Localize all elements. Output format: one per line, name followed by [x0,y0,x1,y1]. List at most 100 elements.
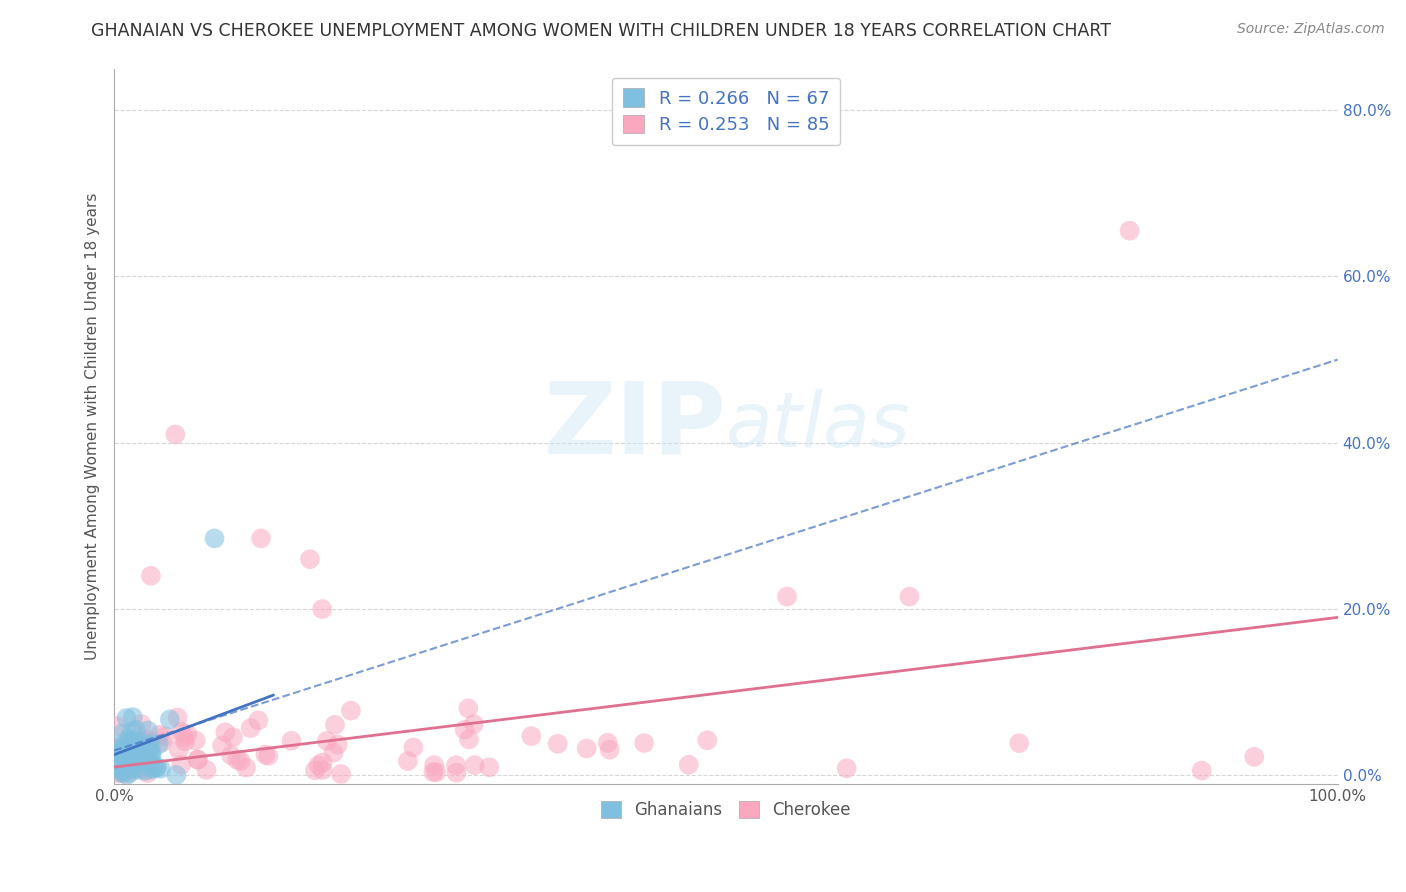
Point [298,552,321,566]
Point [204,532,226,546]
Point [165,768,187,782]
Point [127,753,149,767]
Point [122,742,145,756]
Point [457,701,479,715]
Text: atlas: atlas [725,389,911,463]
Point [463,717,485,731]
Point [118,747,141,761]
Point [257,748,280,763]
Point [173,731,195,745]
Point [118,764,141,778]
Point [136,747,159,762]
Point [170,757,193,772]
Point [111,726,134,740]
Point [678,757,700,772]
Point [136,732,159,747]
Point [478,760,501,774]
Point [118,736,141,750]
Point [308,758,330,772]
Point [125,747,148,761]
Point [135,734,157,748]
Point [118,766,141,780]
Point [633,736,655,750]
Point [254,747,277,762]
Point [134,764,156,778]
Point [211,739,233,753]
Text: GHANAIAN VS CHEROKEE UNEMPLOYMENT AMONG WOMEN WITH CHILDREN UNDER 18 YEARS CORRE: GHANAIAN VS CHEROKEE UNEMPLOYMENT AMONG … [91,22,1111,40]
Point [1191,764,1213,778]
Point [124,746,146,760]
Point [128,742,150,756]
Point [121,710,143,724]
Point [311,602,333,616]
Point [111,764,134,779]
Point [120,737,142,751]
Text: Source: ZipAtlas.com: Source: ZipAtlas.com [1237,22,1385,37]
Point [128,763,150,777]
Point [118,731,141,746]
Point [170,724,193,739]
Point [454,723,477,737]
Point [110,743,132,757]
Point [446,765,468,780]
Point [304,764,326,778]
Point [402,740,425,755]
Point [464,758,486,772]
Point [444,758,467,772]
Point [150,735,173,749]
Point [115,768,138,782]
Point [165,427,187,442]
Point [111,751,134,765]
Point [110,746,132,760]
Y-axis label: Unemployment Among Women with Children Under 18 years: Unemployment Among Women with Children U… [86,193,100,660]
Point [120,757,142,772]
Point [222,730,245,744]
Point [250,532,273,546]
Point [330,767,353,781]
Point [112,766,135,780]
Point [187,753,209,767]
Point [696,733,718,747]
Point [1008,736,1031,750]
Point [776,590,799,604]
Point [835,761,858,775]
Point [174,734,197,748]
Point [127,754,149,768]
Point [139,739,162,753]
Point [107,766,129,780]
Point [149,762,172,776]
Point [122,733,145,747]
Point [112,736,135,750]
Point [315,734,337,748]
Point [136,751,159,765]
Point [396,754,419,768]
Point [124,734,146,748]
Point [146,761,169,775]
Point [135,763,157,777]
Point [141,763,163,777]
Point [125,738,148,752]
Point [120,756,142,771]
Point [599,742,621,756]
Legend: Ghanaians, Cherokee: Ghanaians, Cherokee [595,794,858,825]
Point [239,721,262,735]
Point [127,748,149,763]
Point [122,762,145,776]
Point [118,754,141,768]
Point [114,740,136,755]
Point [122,758,145,772]
Point [148,737,170,751]
Point [575,741,598,756]
Point [311,763,333,777]
Point [898,590,921,604]
Point [167,743,190,757]
Point [107,747,129,762]
Point [121,749,143,764]
Point [138,739,160,754]
Point [458,732,481,747]
Point [1118,224,1140,238]
Point [323,718,346,732]
Point [184,733,207,747]
Point [547,737,569,751]
Point [247,714,270,728]
